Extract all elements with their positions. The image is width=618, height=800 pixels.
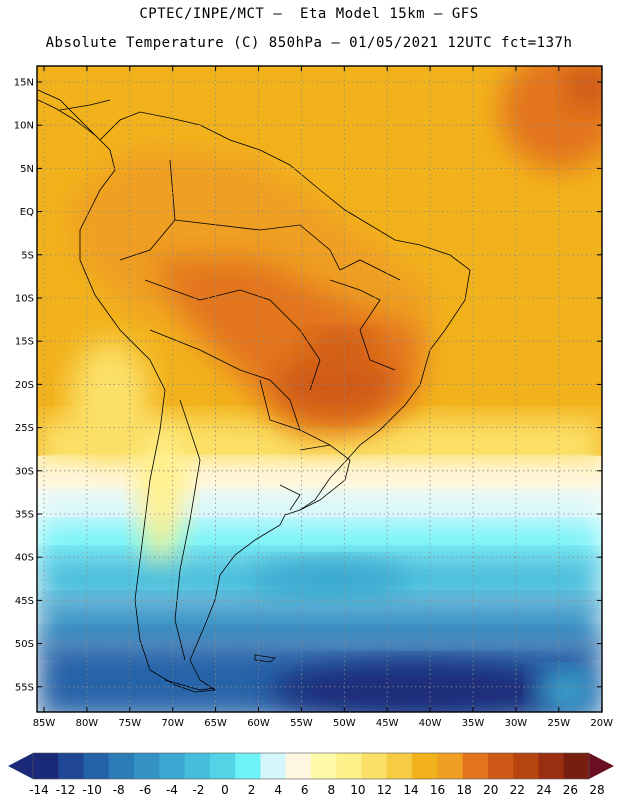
colorbar-swatch [412, 753, 438, 779]
lon-label: 45W [376, 718, 399, 729]
lon-label: 85W [33, 718, 56, 729]
colorbar-swatch [58, 753, 84, 779]
colorbar-swatch [513, 753, 539, 779]
colorbar-label: -10 [82, 783, 102, 797]
colorbar-label: 24 [536, 783, 551, 797]
colorbar-swatch [487, 753, 514, 779]
colorbar-swatch [336, 753, 362, 779]
lat-label: 5N [20, 164, 34, 175]
colorbar-label: 12 [377, 783, 392, 797]
lon-label: 40W [419, 718, 442, 729]
lat-label: 40S [15, 553, 34, 564]
lat-label: EQ [20, 207, 34, 218]
colorbar-label: 28 [589, 783, 604, 797]
lat-label: 35S [15, 510, 34, 521]
axis-ticks: 15N 10N 5N EQ 5S 10S 15S 20S 25S 30S 35S 40S 45S 50S 5… [14, 66, 613, 729]
colorbar-label: -8 [113, 783, 125, 797]
colorbar-label: -12 [56, 783, 76, 797]
lat-label: 15N [14, 78, 34, 89]
lat-label: 20S [15, 380, 34, 391]
colorbar-swatch [538, 753, 565, 779]
colorbar-label: -2 [192, 783, 204, 797]
lat-label: 10S [15, 294, 34, 305]
colorbar-swatch [108, 753, 135, 779]
colorbar-swatch [83, 753, 110, 779]
colorbar-label: 4 [274, 783, 282, 797]
colorbar: -14 -12 -10 -8 -6 -4 -2 0 2 4 6 8 10 12 14 16 18 20 22 24 26… [8, 752, 614, 797]
colorbar-label: -6 [139, 783, 151, 797]
colorbar-label: -4 [166, 783, 178, 797]
map-frame [36, 65, 603, 713]
lon-label: 60W [247, 718, 270, 729]
colorbar-swatch [386, 753, 413, 779]
colorbar-swatch [134, 753, 160, 779]
coastlines [37, 89, 471, 693]
colorbar-swatch [159, 753, 186, 779]
colorbar-label: 18 [457, 783, 472, 797]
lon-label: 30W [505, 718, 528, 729]
colorbar-swatch [462, 753, 489, 779]
colorbar-high-arrow [589, 753, 614, 779]
colorbar-swatch [437, 753, 464, 779]
temperature-field [37, 66, 602, 712]
colorbar-swatch [184, 753, 211, 779]
colorbar-label: 10 [350, 783, 365, 797]
colorbar-swatch [235, 753, 261, 779]
lon-label: 50W [333, 718, 356, 729]
lat-label: 45S [15, 596, 34, 607]
colorbar-label: 16 [430, 783, 445, 797]
lat-label: 15S [15, 337, 34, 348]
colorbar-label: 8 [327, 783, 335, 797]
lon-label: 75W [118, 718, 141, 729]
lon-label: 70W [161, 718, 184, 729]
lat-label: 10N [14, 121, 34, 132]
lat-label: 30S [15, 466, 34, 477]
lon-label: 20W [590, 718, 613, 729]
lat-label: 50S [15, 639, 34, 650]
colorbar-low-arrow [8, 753, 33, 779]
colorbar-label: 20 [483, 783, 498, 797]
lat-label: 25S [15, 423, 34, 434]
lat-label: 5S [21, 250, 34, 261]
colorbar-swatch [311, 753, 337, 779]
lon-label: 80W [76, 718, 99, 729]
colorbar-swatch [209, 753, 236, 779]
colorbar-label: 6 [301, 783, 309, 797]
lon-label: 55W [290, 718, 313, 729]
colorbar-label: 14 [403, 783, 418, 797]
colorbar-swatch [285, 753, 312, 779]
lon-label: 35W [462, 718, 485, 729]
colorbar-label: -14 [29, 783, 49, 797]
lat-label: 55S [15, 682, 34, 693]
chart-title-line1: CPTEC/INPE/MCT – Eta Model 15km – GFS [139, 6, 479, 22]
colorbar-swatch [260, 753, 287, 779]
colorbar-swatch [361, 753, 388, 779]
colorbar-label: 0 [221, 783, 229, 797]
colorbar-label: 2 [248, 783, 256, 797]
colorbar-swatch [33, 753, 59, 779]
colorbar-label: 22 [510, 783, 525, 797]
colorbar-label: 26 [563, 783, 578, 797]
lon-label: 25W [547, 718, 570, 729]
lon-label: 65W [204, 718, 227, 729]
colorbar-swatch [563, 753, 590, 779]
chart-title-line2: Absolute Temperature (C) 850hPa – 01/05/… [45, 35, 573, 51]
